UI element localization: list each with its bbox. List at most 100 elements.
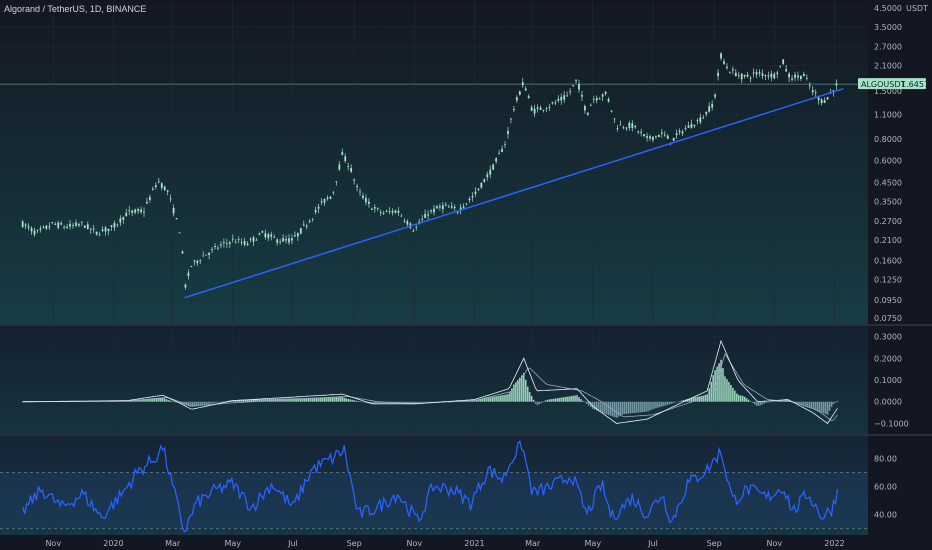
candle-body bbox=[652, 136, 654, 140]
candle-body bbox=[98, 234, 101, 236]
candle-body bbox=[95, 231, 98, 235]
macd-histogram-bar bbox=[489, 397, 492, 402]
macd-histogram-bar bbox=[136, 399, 138, 402]
trend-line[interactable] bbox=[184, 87, 844, 299]
macd-histogram-bar bbox=[653, 401, 655, 409]
candle-body bbox=[57, 222, 60, 228]
macd-histogram-bar bbox=[686, 399, 689, 402]
candle-body bbox=[767, 75, 770, 77]
price-axis-panel[interactable] bbox=[868, 0, 932, 535]
candle-body bbox=[78, 224, 80, 226]
macd-histogram-bar bbox=[643, 401, 645, 413]
macd-histogram-bar bbox=[767, 401, 770, 403]
macd-histogram-bar bbox=[21, 401, 24, 403]
macd-histogram-bar bbox=[826, 401, 829, 415]
macd-histogram-bar bbox=[532, 399, 535, 402]
macd-histogram-bar bbox=[552, 398, 555, 402]
macd-histogram-bar bbox=[816, 401, 819, 412]
macd-histogram-bar bbox=[807, 401, 809, 408]
time-axis-panel[interactable] bbox=[0, 535, 932, 550]
candle-body bbox=[702, 117, 705, 119]
candle-body bbox=[291, 238, 293, 241]
macd-histogram-bar bbox=[513, 384, 515, 402]
macd-histogram-bar bbox=[564, 397, 566, 402]
macd-histogram-bar bbox=[349, 399, 351, 402]
candle-body bbox=[436, 206, 438, 209]
macd-histogram-bar bbox=[749, 401, 752, 402]
macd-histogram-bar bbox=[307, 397, 310, 402]
macd-histogram-bar bbox=[560, 397, 563, 402]
candle-body bbox=[524, 88, 527, 91]
macd-histogram-bar bbox=[501, 395, 503, 402]
macd-histogram-bar bbox=[661, 401, 663, 407]
candle-body bbox=[157, 181, 160, 183]
candle-body bbox=[717, 72, 719, 76]
candle-body bbox=[518, 91, 521, 95]
candle-body bbox=[208, 252, 211, 255]
candle-body bbox=[415, 226, 418, 228]
candle-body bbox=[305, 225, 308, 227]
candle-body bbox=[83, 225, 86, 228]
macd-histogram-bar bbox=[165, 399, 168, 402]
candle-body bbox=[581, 94, 583, 97]
macd-histogram-bar bbox=[305, 397, 308, 402]
candle-body bbox=[501, 148, 503, 152]
macd-histogram-bar bbox=[169, 400, 172, 402]
candle-body bbox=[427, 214, 429, 216]
candle-body bbox=[729, 72, 731, 74]
candle-body bbox=[666, 135, 669, 139]
macd-histogram-bar bbox=[150, 398, 152, 402]
macd-histogram-bar bbox=[266, 399, 269, 402]
macd-histogram-bar bbox=[637, 401, 639, 413]
macd-histogram-bar bbox=[702, 395, 705, 402]
macd-histogram-bar bbox=[639, 401, 641, 413]
time-tick-label: Jul bbox=[647, 539, 658, 548]
macd-histogram-bar bbox=[337, 397, 340, 402]
time-tick-label: Nov bbox=[766, 539, 782, 548]
candle-body bbox=[589, 105, 592, 106]
time-tick-label: 2021 bbox=[464, 539, 484, 548]
candle-body bbox=[678, 130, 681, 133]
macd-tick-label: 0.0000 bbox=[874, 398, 902, 407]
candle-body bbox=[163, 186, 166, 190]
macd-histogram-bar bbox=[195, 401, 198, 407]
macd-histogram-bar bbox=[485, 398, 488, 402]
macd-histogram-bar bbox=[333, 397, 336, 402]
time-tick-label: Mar bbox=[165, 539, 181, 548]
rsi-tick-label: 60.00 bbox=[874, 483, 897, 492]
macd-histogram-bar bbox=[617, 401, 620, 417]
macd-histogram-bar bbox=[517, 379, 519, 402]
macd-histogram-bar bbox=[507, 394, 509, 402]
candle-body bbox=[601, 94, 604, 97]
macd-histogram-bar bbox=[199, 401, 202, 406]
candle-body bbox=[388, 211, 391, 213]
candle-body bbox=[356, 186, 358, 188]
time-tick-label: May bbox=[585, 539, 602, 548]
macd-histogram-bar bbox=[682, 400, 685, 402]
macd-histogram-bar bbox=[775, 401, 778, 402]
candle-body bbox=[107, 228, 110, 232]
macd-histogram-bar bbox=[325, 397, 328, 402]
macd-histogram-bar bbox=[690, 397, 693, 402]
macd-histogram-bar bbox=[487, 397, 490, 402]
macd-histogram-bar bbox=[805, 401, 807, 407]
macd-histogram-bar bbox=[597, 401, 600, 412]
candle-body bbox=[276, 239, 279, 243]
candle-body bbox=[616, 128, 619, 129]
macd-histogram-bar bbox=[747, 399, 750, 402]
macd-histogram-bar bbox=[797, 401, 799, 404]
macd-histogram-bar bbox=[298, 398, 300, 402]
macd-histogram-bar bbox=[497, 395, 499, 402]
macd-histogram-bar bbox=[130, 400, 132, 402]
candle-body bbox=[36, 230, 39, 231]
macd-histogram-bar bbox=[189, 401, 192, 407]
macd-histogram-bar bbox=[664, 401, 667, 406]
price-pane[interactable] bbox=[0, 0, 868, 324]
candle-body bbox=[160, 183, 163, 188]
candle-body bbox=[566, 95, 569, 97]
rsi-axis: 80.00 60.00 40.00 bbox=[874, 454, 897, 519]
candle-body bbox=[551, 102, 554, 104]
candle-body bbox=[92, 228, 95, 230]
candle-body bbox=[723, 61, 725, 64]
candle-body bbox=[731, 69, 734, 71]
